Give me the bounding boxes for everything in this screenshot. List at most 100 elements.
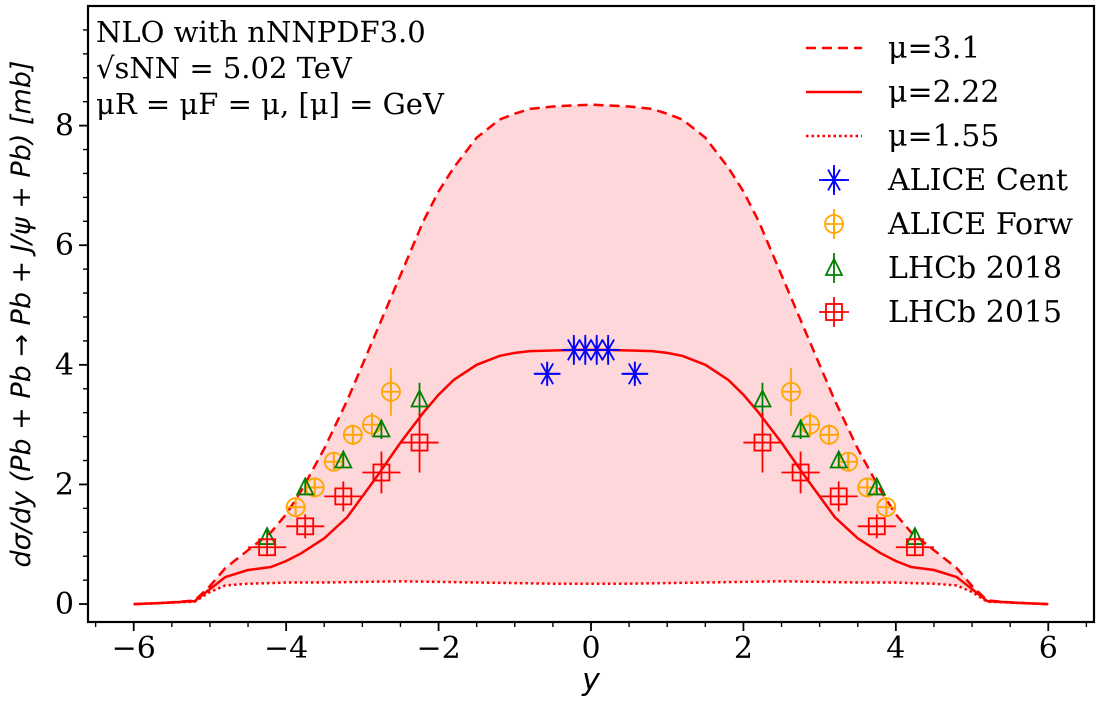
annotation-pdf: NLO with nNNPDF3.0 — [96, 15, 426, 49]
y-tick-label: 8 — [55, 109, 74, 144]
legend-label: μ=1.55 — [888, 119, 999, 154]
marker-square-plus[interactable] — [296, 517, 315, 536]
data-point-lhcb-2015[interactable] — [743, 412, 782, 473]
marker-square-plus[interactable] — [829, 487, 848, 506]
data-point-lhcb-2018[interactable] — [753, 382, 772, 417]
data-point-lhcb-2018[interactable] — [295, 476, 315, 496]
marker-triangle[interactable] — [867, 476, 887, 496]
data-point-lhcb-2015[interactable] — [781, 451, 820, 494]
data-point-lhcb-2018[interactable] — [791, 418, 811, 439]
marker-square — [753, 433, 772, 452]
marker-triangle — [295, 476, 315, 496]
legend-marker[interactable] — [822, 168, 846, 192]
legend-label: μ=2.22 — [888, 75, 999, 110]
data-point-alice-forw[interactable] — [819, 424, 840, 445]
legend-entry-lhcb-2015[interactable]: LHCb 2015 — [819, 295, 1062, 330]
marker-square-plus[interactable] — [258, 538, 276, 557]
marker-triangle — [410, 388, 429, 408]
data-point-lhcb-2018[interactable] — [333, 449, 353, 469]
marker-square-plus[interactable] — [906, 538, 924, 557]
marker-square — [791, 463, 810, 482]
data-point-alice-cent[interactable] — [621, 361, 649, 386]
data-point-lhcb-2015[interactable] — [324, 481, 363, 512]
data-point-alice-cent[interactable] — [596, 334, 621, 365]
marker-circle-plus[interactable] — [381, 381, 401, 402]
data-point-alice-forw[interactable] — [342, 424, 363, 445]
marker-square-plus[interactable] — [372, 463, 391, 482]
marker-triangle — [824, 256, 844, 276]
data-point-lhcb-2018[interactable] — [829, 449, 849, 469]
uncertainty-band — [133, 104, 1049, 605]
marker-square-plus[interactable] — [410, 433, 429, 452]
data-point-lhcb-2018[interactable] — [410, 382, 429, 417]
marker-square — [258, 538, 276, 557]
legend-entry-alice-forw[interactable]: ALICE Forw — [824, 207, 1073, 242]
marker-square-plus[interactable] — [334, 487, 353, 506]
marker-circle-plus[interactable] — [819, 424, 840, 445]
data-point-alice-forw[interactable] — [781, 367, 801, 416]
data-point-alice-forw[interactable] — [876, 497, 897, 518]
marker-triangle[interactable] — [371, 418, 391, 438]
marker-asterisk[interactable] — [535, 361, 560, 386]
marker-square — [372, 463, 391, 482]
data-point-lhcb-2015[interactable] — [857, 514, 896, 539]
legend-label: ALICE Forw — [887, 207, 1073, 242]
marker-circle-plus[interactable] — [342, 424, 363, 445]
marker-triangle — [753, 388, 772, 408]
y-tick-label: 6 — [55, 228, 74, 263]
legend-entry--3.1[interactable]: μ=3.1 — [806, 31, 980, 66]
data-point-alice-forw[interactable] — [285, 497, 306, 518]
legend-entry--2.22[interactable]: μ=2.22 — [806, 75, 999, 110]
marker-triangle[interactable] — [753, 388, 772, 408]
legend-label: LHCb 2015 — [888, 295, 1062, 330]
data-point-lhcb-2015[interactable] — [286, 514, 325, 539]
x-tick-label: 2 — [734, 631, 753, 666]
marker-square — [867, 517, 886, 536]
x-tick-label: −6 — [112, 631, 156, 666]
data-point-lhcb-2015[interactable] — [362, 451, 401, 494]
data-point-alice-cent[interactable] — [533, 361, 561, 386]
data-point-lhcb-2018[interactable] — [371, 418, 391, 439]
marker-square — [825, 303, 843, 321]
series-line-mu-1.55[interactable] — [133, 580, 1049, 606]
x-axis-label: y — [581, 663, 601, 698]
marker-circle-plus[interactable] — [285, 497, 306, 518]
marker-circle-plus[interactable] — [800, 414, 821, 435]
marker-square-plus[interactable] — [791, 463, 810, 482]
marker-triangle — [333, 449, 353, 469]
legend-marker[interactable] — [824, 256, 844, 276]
marker-triangle[interactable] — [333, 449, 353, 469]
marker-triangle[interactable] — [829, 449, 849, 469]
data-point-lhcb-2018[interactable] — [867, 476, 887, 496]
marker-asterisk[interactable] — [596, 337, 621, 362]
legend-marker[interactable] — [825, 303, 843, 321]
marker-square-plus[interactable] — [753, 433, 772, 452]
marker-triangle[interactable] — [791, 418, 811, 438]
y-tick-label: 2 — [55, 467, 74, 502]
marker-square-plus[interactable] — [867, 517, 886, 536]
marker-triangle — [829, 449, 849, 469]
marker-square — [410, 433, 429, 452]
legend-entry-alice-cent[interactable]: ALICE Cent — [819, 163, 1068, 198]
marker-asterisk[interactable] — [622, 361, 647, 386]
data-point-alice-forw[interactable] — [381, 367, 401, 416]
data-point-lhcb-2015[interactable] — [248, 538, 287, 557]
marker-triangle[interactable] — [295, 476, 315, 496]
marker-square — [334, 487, 353, 506]
marker-circle-plus[interactable] — [781, 381, 801, 402]
legend-entry-lhcb-2018[interactable]: LHCb 2018 — [824, 251, 1062, 286]
x-tick-label: 6 — [1039, 631, 1058, 666]
marker-circle-plus[interactable] — [361, 414, 382, 435]
data-point-lhcb-2015[interactable] — [895, 538, 934, 557]
legend-entry--1.55[interactable]: μ=1.55 — [806, 119, 999, 154]
data-point-lhcb-2015[interactable] — [400, 412, 439, 473]
data-point-lhcb-2015[interactable] — [819, 481, 858, 512]
data-point-alice-forw[interactable] — [800, 412, 821, 437]
legend-marker[interactable] — [824, 214, 844, 234]
marker-triangle[interactable] — [410, 388, 429, 408]
x-tick-label: 0 — [581, 631, 600, 666]
marker-circle-plus[interactable] — [876, 497, 897, 518]
x-tick-label: −4 — [264, 631, 308, 666]
